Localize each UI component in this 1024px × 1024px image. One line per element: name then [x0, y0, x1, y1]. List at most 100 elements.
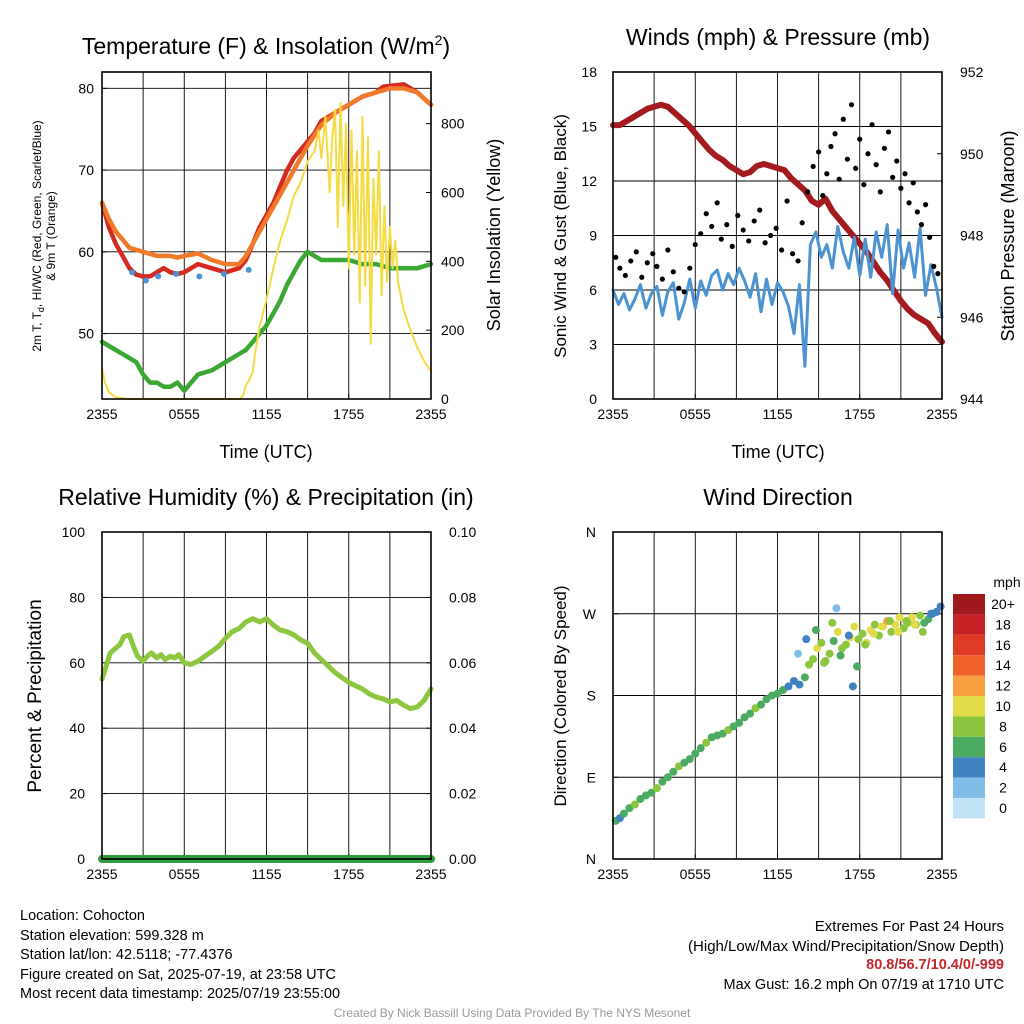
series-gust: [836, 176, 842, 182]
y2-tick-label: 948: [960, 228, 984, 244]
direction-point: [802, 635, 811, 644]
direction-point: [828, 618, 837, 627]
direction-point: [805, 660, 814, 669]
series-gust: [773, 225, 779, 231]
temperature-panel: 2355 0555 1155 1755 235550607080020040060080…: [30, 32, 504, 462]
series-gust: [906, 200, 912, 206]
y-axis-label: Sonic Wind & Gust (Blue, Black): [551, 114, 570, 358]
series-gust: [902, 171, 908, 177]
x-tick-label: 1155: [762, 866, 792, 882]
y-tick-label: 100: [62, 524, 86, 540]
colorbar-label: 20+: [991, 596, 1015, 612]
plot-border: [612, 531, 943, 860]
series-gust: [650, 251, 656, 257]
series-gust: [746, 238, 752, 244]
x-tick-label: 1755: [844, 406, 875, 422]
x-axis-label: Time (UTC): [731, 442, 824, 462]
series-wc: [173, 270, 180, 277]
x-tick-label: 2355: [926, 866, 957, 882]
series-gust: [654, 263, 660, 269]
y-tick-label: 70: [78, 162, 94, 178]
y-tick-label: 15: [581, 119, 597, 135]
series-gust: [779, 247, 785, 253]
y2-tick-label: 400: [441, 253, 465, 269]
series-sonic-wind: [611, 223, 944, 368]
series-gust: [865, 151, 871, 157]
y2-tick-label: 200: [441, 322, 465, 338]
credit-text: Created By Nick Bassill Using Data Provi…: [333, 1006, 691, 1020]
series-gust: [613, 254, 619, 260]
x-tick-label: 0555: [169, 406, 200, 422]
series-gust: [670, 269, 676, 275]
max-gust-text: Max Gust: 16.2 mph On 07/19 at 1710 UTC: [723, 976, 1004, 993]
series-gust: [692, 241, 698, 248]
series-wc: [221, 270, 228, 277]
series-gust: [885, 129, 892, 135]
extremes-values: 80.8/56.7/10.4/0/-999: [866, 957, 1004, 974]
series-gust: [927, 234, 933, 240]
series-gust: [703, 211, 709, 217]
series-station-pressure: [610, 101, 945, 345]
series-gust: [740, 227, 746, 233]
direction-point: [850, 622, 859, 631]
direction-point: [691, 749, 700, 758]
direction-point: [895, 613, 904, 622]
colorbar-swatch: [953, 614, 985, 635]
x-tick-label: 2355: [597, 866, 628, 882]
direction-point: [894, 627, 903, 636]
series-gust: [687, 265, 693, 271]
x-tick-label: 2355: [415, 406, 446, 422]
series-gust: [816, 149, 822, 155]
x-tick-label: 1755: [333, 406, 364, 422]
direction-point: [829, 637, 838, 645]
x-tick-label: 2355: [86, 406, 117, 422]
y-tick-label: 9: [589, 228, 597, 244]
y2-axis-label: Station Pressure (Maroon): [998, 130, 1018, 341]
x-tick-label: 1155: [251, 406, 281, 422]
x-tick-label: 0555: [169, 866, 200, 882]
direction-point: [685, 755, 694, 764]
direction-point: [619, 809, 628, 818]
colorbar-title: mph: [993, 574, 1020, 590]
direction-point: [918, 627, 927, 636]
colorbar-swatch: [953, 594, 985, 615]
direction-point: [833, 627, 842, 636]
y2-tick-label: 944: [960, 391, 984, 407]
series-wc: [142, 277, 149, 284]
direction-point: [652, 784, 661, 793]
series-gust: [910, 180, 916, 186]
colorbar-label: 16: [995, 637, 1011, 653]
y2-tick-label: 946: [960, 309, 984, 325]
y-tick-label: 60: [78, 244, 94, 260]
series-gust: [735, 212, 741, 219]
y-tick-label: 12: [581, 173, 597, 189]
series-gust: [698, 231, 704, 237]
x-tick-label: 0555: [680, 406, 711, 422]
direction-point: [669, 767, 678, 776]
y-tick-label: 18: [581, 64, 597, 80]
series-gust: [709, 223, 715, 230]
direction-point: [630, 800, 639, 809]
y-tick-label: 0: [77, 851, 85, 867]
colorbar-label: 4: [999, 759, 1007, 775]
y-tick-label: E: [587, 769, 596, 785]
colorbar-swatch: [953, 798, 985, 819]
colorbar-label: 2: [999, 780, 1007, 796]
y2-tick-label: 0.10: [449, 524, 476, 540]
series-gust: [810, 163, 816, 170]
y-tick-label: 80: [78, 80, 94, 96]
direction-point: [870, 620, 879, 629]
series-gust: [751, 218, 757, 224]
y2-tick-label: 0.00: [449, 851, 476, 867]
direction-point: [658, 777, 667, 786]
y2-tick-label: 800: [441, 116, 465, 132]
colorbar-label: 10: [995, 698, 1011, 714]
series-gust: [853, 165, 859, 171]
direction-point: [869, 629, 878, 638]
direction-point: [854, 635, 863, 644]
direction-point: [916, 611, 925, 620]
station-info: Location: Cohocton Station elevation: 59…: [20, 907, 340, 1005]
series-gust: [724, 222, 730, 228]
y2-tick-label: 0.06: [449, 655, 476, 671]
series-gust: [931, 263, 937, 269]
